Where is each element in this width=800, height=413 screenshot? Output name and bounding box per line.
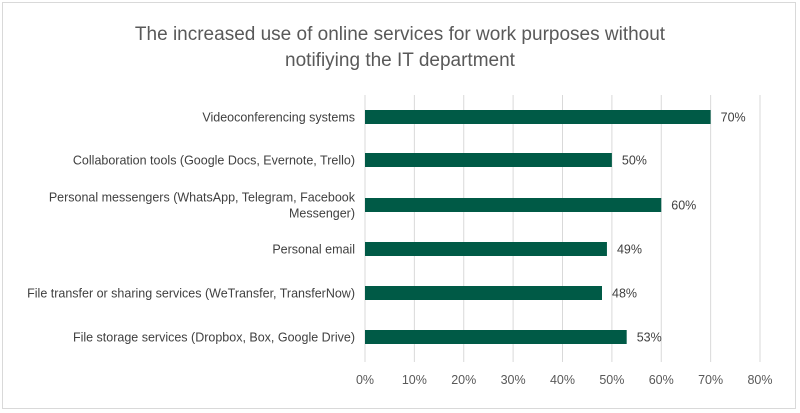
x-tick-label: 80% — [747, 373, 772, 387]
x-tick-label: 70% — [698, 373, 723, 387]
x-tick-label: 60% — [649, 373, 674, 387]
bar — [365, 242, 607, 256]
category-label: File storage services (Dropbox, Box, Goo… — [73, 331, 355, 345]
gridlines — [364, 95, 761, 362]
value-label: 60% — [671, 199, 696, 213]
bar — [365, 286, 602, 300]
category-label: Collaboration tools (Google Docs, Everno… — [73, 154, 355, 168]
chart-title-line-2: notifiying the IT department — [285, 50, 515, 71]
x-tick-label: 40% — [550, 373, 575, 387]
bar — [365, 330, 627, 344]
x-tick-label: 50% — [599, 373, 624, 387]
x-tick-label: 20% — [451, 373, 476, 387]
value-labels: 70% 50% 60% 49% 48% 53% — [612, 111, 746, 345]
category-label: Messenger) — [289, 207, 355, 221]
x-tick-label: 10% — [402, 373, 427, 387]
category-label: Videoconferencing systems — [202, 111, 355, 125]
value-label: 48% — [612, 287, 637, 301]
category-label: File transfer or sharing services (WeTra… — [27, 287, 355, 301]
value-label: 50% — [622, 154, 647, 168]
x-tick-label: 0% — [356, 373, 374, 387]
category-labels: Videoconferencing systems Collaboration t… — [27, 111, 356, 345]
bars — [365, 110, 711, 344]
value-label: 49% — [617, 243, 642, 257]
bar — [365, 110, 711, 124]
value-label: 70% — [721, 111, 746, 125]
category-label: Personal messengers (WhatsApp, Telegram,… — [49, 191, 356, 205]
chart-title: The increased use of online services for… — [0, 22, 800, 74]
bar — [365, 153, 612, 167]
chart-title-line-1: The increased use of online services for… — [134, 24, 666, 45]
x-tick-label: 30% — [501, 373, 526, 387]
x-tick-labels: 0% 10% 20% 30% 40% 50% 60% 70% 80% — [356, 373, 773, 387]
bar — [365, 198, 662, 212]
value-label: 53% — [637, 331, 662, 345]
category-label: Personal email — [272, 243, 355, 257]
